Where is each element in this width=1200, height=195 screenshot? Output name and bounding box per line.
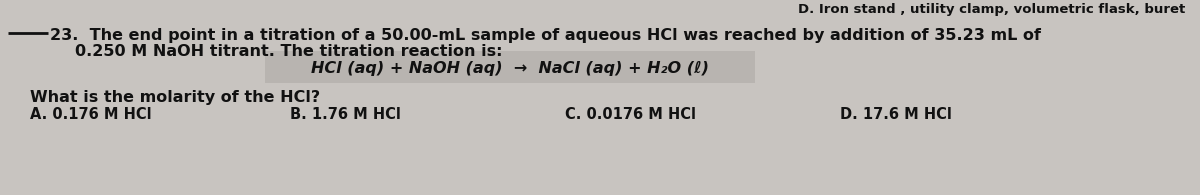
- FancyBboxPatch shape: [265, 51, 755, 83]
- Text: D. 17.6 M HCl: D. 17.6 M HCl: [840, 107, 952, 122]
- Text: C. 0.0176 M HCl: C. 0.0176 M HCl: [565, 107, 696, 122]
- Text: 0.250 M NaOH titrant. The titration reaction is:: 0.250 M NaOH titrant. The titration reac…: [74, 44, 503, 59]
- Text: What is the molarity of the HCl?: What is the molarity of the HCl?: [30, 90, 320, 105]
- Text: B. 1.76 M HCl: B. 1.76 M HCl: [290, 107, 401, 122]
- Text: 23.  The end point in a titration of a 50.00-mL sample of aqueous HCl was reache: 23. The end point in a titration of a 50…: [50, 28, 1042, 43]
- Text: D. Iron stand , utility clamp, volumetric flask, buret: D. Iron stand , utility clamp, volumetri…: [798, 3, 1186, 16]
- Text: A. 0.176 M HCl: A. 0.176 M HCl: [30, 107, 151, 122]
- Text: HCl (aq) + NaOH (aq)  →  NaCl (aq) + H₂O (ℓ): HCl (aq) + NaOH (aq) → NaCl (aq) + H₂O (…: [311, 61, 709, 76]
